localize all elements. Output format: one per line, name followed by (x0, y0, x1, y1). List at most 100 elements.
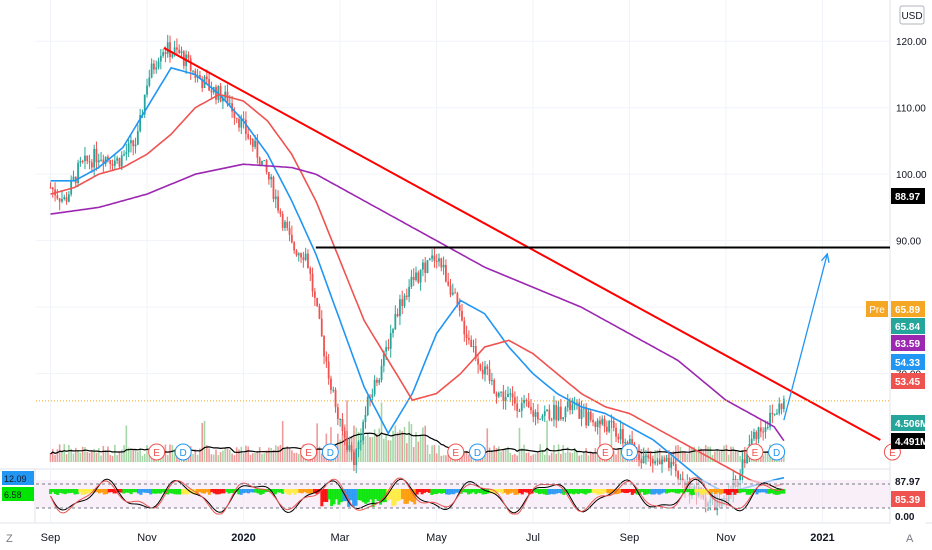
candle-body (562, 417, 565, 420)
candle-body (394, 313, 397, 330)
time-tick-label: Sep (41, 532, 61, 544)
candle-body (773, 413, 776, 415)
candle-body (132, 140, 135, 147)
histogram-bar (655, 489, 659, 494)
candle-body (670, 461, 673, 468)
candle-body (617, 436, 620, 440)
histogram-bar (418, 489, 422, 493)
volume-bar (288, 448, 291, 462)
earnings-marker (596, 443, 614, 461)
volume-bar (383, 438, 385, 462)
candle-body (97, 160, 100, 163)
volume-bar (766, 450, 769, 462)
volume-bar (488, 447, 491, 462)
candle-body (596, 420, 599, 427)
candle-body (663, 459, 666, 462)
volume-bar (684, 451, 686, 462)
tag-box (891, 301, 925, 317)
auto-scale-button[interactable]: A (906, 533, 914, 545)
histogram-bar (56, 489, 60, 495)
volume-bar (615, 454, 617, 462)
histogram-bar (452, 489, 456, 495)
volume-bar (527, 452, 530, 462)
candle-body (559, 406, 562, 420)
volume-bar (166, 454, 169, 462)
left-tag-box (2, 471, 34, 485)
volume-bar (523, 444, 525, 462)
candle-body (293, 242, 296, 251)
volume-bar (125, 425, 128, 462)
histogram-bar (330, 489, 334, 507)
candle-body (454, 292, 456, 294)
histogram-bar (613, 489, 617, 495)
volume-bar (300, 452, 302, 462)
histogram-bar (760, 489, 764, 493)
event-marker-label: D (327, 448, 334, 459)
histogram-bar (515, 489, 519, 495)
candle-body (557, 406, 560, 421)
candle-body (399, 299, 401, 317)
histogram-bar (288, 489, 292, 495)
currency-button[interactable]: USD (899, 5, 925, 25)
histogram-bar (687, 489, 691, 493)
histogram-bar (105, 489, 109, 495)
tag-box (891, 318, 925, 334)
volume-bar (412, 447, 415, 462)
candle-body (311, 273, 314, 292)
candle-body (58, 198, 61, 202)
candle-body (116, 158, 119, 161)
histogram-bar (476, 489, 480, 493)
volume-bar (566, 447, 569, 462)
premarket-prefix: Pre (869, 305, 885, 316)
candle-body (642, 456, 645, 464)
timezone-button[interactable]: Z (6, 533, 13, 545)
candle-body (240, 118, 243, 128)
volume-bar (65, 454, 68, 462)
candle-body (638, 454, 640, 460)
histogram-bar (322, 489, 326, 502)
candle-body (750, 438, 753, 444)
volume-bar (714, 451, 716, 462)
tag-box (891, 491, 925, 507)
volume-bar (251, 453, 254, 462)
histogram-bar (100, 489, 104, 493)
volume-bar (369, 437, 371, 462)
volume-bar (141, 455, 144, 462)
candle-body (155, 67, 158, 70)
volume-bar (134, 449, 137, 462)
histogram-bar (547, 489, 551, 495)
histogram-bar (537, 489, 541, 495)
candle-body (180, 51, 183, 54)
candle-body (378, 379, 381, 383)
histogram-bar (772, 489, 776, 495)
histogram-bar (704, 489, 708, 493)
volume-bar (658, 448, 661, 462)
candle-body (157, 61, 160, 68)
histogram-bar (210, 489, 214, 493)
histogram-bar (48, 489, 52, 495)
candle-body (256, 140, 259, 158)
candle-body (380, 365, 383, 380)
volume-bar (130, 448, 132, 462)
volume-bar (219, 452, 222, 462)
volume-bar (435, 453, 438, 462)
volume-bar (120, 449, 123, 462)
volume-bar (261, 453, 263, 462)
candle-body (343, 431, 346, 438)
volume-bar (564, 452, 567, 462)
volume-bar (291, 450, 293, 462)
volume-bar (730, 446, 732, 462)
histogram-bar (589, 489, 593, 493)
volume-bar (516, 455, 518, 462)
candle-body (396, 313, 399, 317)
histogram-bar (90, 489, 94, 493)
dividend-marker (768, 443, 786, 461)
histogram-bar (422, 489, 426, 493)
volume-bar (316, 423, 318, 462)
candle-body (221, 98, 224, 102)
histogram-bar (141, 489, 145, 493)
histogram-bar (251, 489, 255, 493)
candle-body (357, 441, 360, 450)
volume-bar (371, 437, 374, 462)
